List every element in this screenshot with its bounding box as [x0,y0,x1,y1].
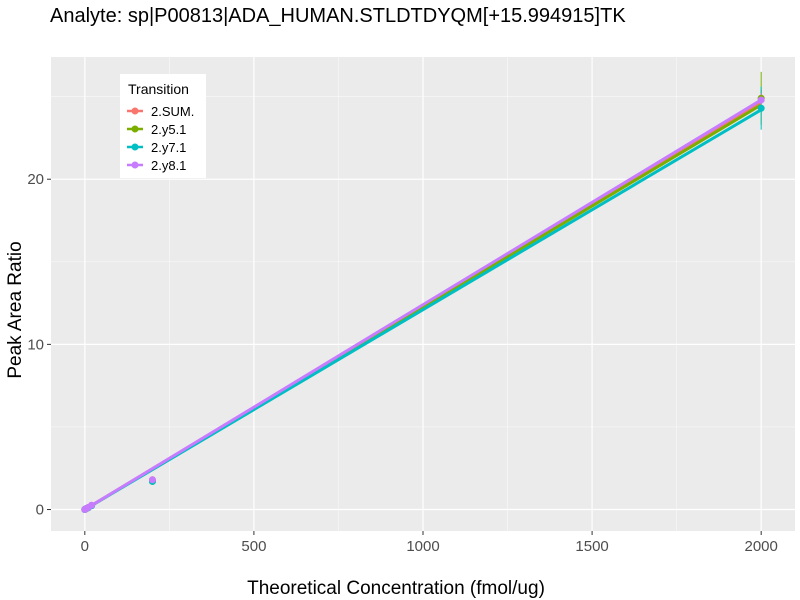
x-axis-ticks: 0 500 1000 1500 2000 [81,531,778,555]
legend: Transition 2.SUM. 2.y5.1 2.y7.1 2.y8.1 [120,74,206,178]
y-tick-label: 0 [36,502,44,519]
chart-title: Analyte: sp|P00813|ADA_HUMAN.STLDTDYQM[+… [50,5,626,27]
legend-label: 2.y7.1 [151,140,186,155]
y-axis-title: Peak Area Ratio [5,241,26,378]
data-point [757,96,765,104]
major-gridlines [51,57,795,531]
legend-key-dot [131,125,139,133]
legend-items: 2.SUM. 2.y5.1 2.y7.1 2.y8.1 [127,104,194,173]
legend-key-dot [131,143,139,151]
fit-line-2-y8-1 [84,98,762,511]
x-tick-label: 2000 [744,538,777,555]
x-tick-label: 1000 [406,538,439,555]
data-points [81,94,765,514]
y-axis-ticks: 0 10 20 [27,171,51,519]
legend-label: 2.y5.1 [151,122,186,137]
data-point [148,476,156,484]
fit-lines [84,98,762,511]
y-tick-label: 20 [27,171,44,188]
x-tick-label: 500 [241,538,266,555]
legend-label: 2.y8.1 [151,158,186,173]
data-point [88,501,96,509]
data-point [757,104,765,112]
x-tick-label: 0 [81,538,89,555]
legend-key-dot [131,107,139,115]
legend-key-dot [131,161,139,169]
y-tick-label: 10 [27,336,44,353]
x-axis-title: Theoretical Concentration (fmol/ug) [247,578,545,599]
legend-label: 2.SUM. [151,104,194,119]
x-tick-label: 1500 [575,538,608,555]
legend-title: Transition [128,81,189,97]
